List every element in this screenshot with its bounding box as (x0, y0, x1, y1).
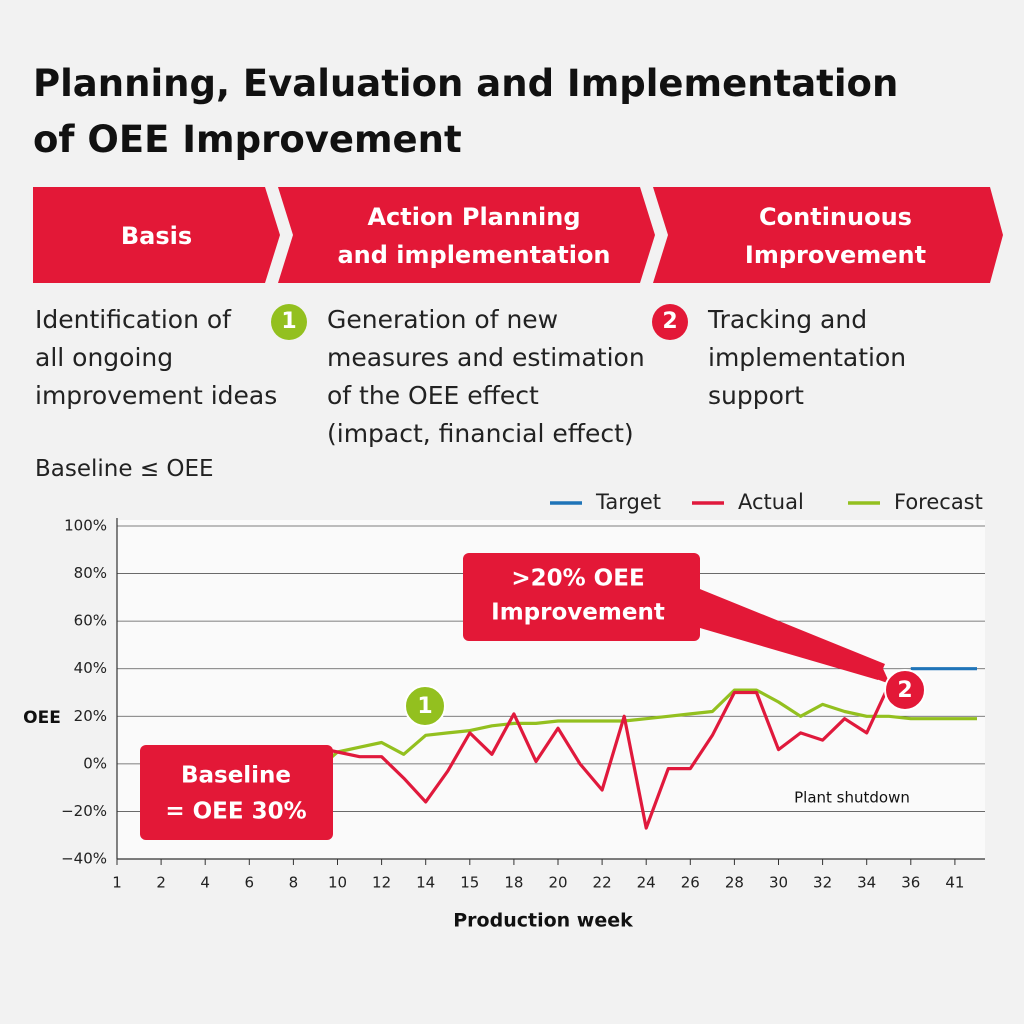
y-tick-label: 0% (83, 754, 107, 772)
x-tick-label: 24 (637, 874, 656, 892)
step-description: support (708, 381, 804, 410)
annotation-arrowhead (868, 662, 890, 684)
step-description: (impact, financial effect) (327, 419, 634, 448)
step-title: Basis (120, 222, 193, 250)
step-description: of the OEE effect (327, 381, 539, 410)
x-tick-label: 28 (725, 874, 744, 892)
x-tick-label: 14 (416, 874, 435, 892)
marker-label: 2 (897, 678, 912, 703)
y-axis-label: OEE (23, 708, 61, 728)
step-description: Tracking and (708, 305, 868, 334)
x-tick-label: 32 (813, 874, 832, 892)
y-tick-label: 40% (74, 659, 107, 677)
x-tick-label: 15 (460, 874, 479, 892)
x-axis-label: Production week (453, 910, 633, 932)
series-line (315, 684, 891, 830)
chevron (278, 187, 655, 283)
marker-badge (404, 685, 446, 727)
annotation-text: Improvement (491, 600, 665, 626)
x-tick-label: 1 (112, 874, 122, 892)
x-tick-label: 36 (901, 874, 920, 892)
x-tick-label: 6 (245, 874, 255, 892)
x-tick-label: 30 (769, 874, 788, 892)
x-tick-label: 34 (857, 874, 876, 892)
y-tick-label: 60% (74, 612, 107, 630)
x-tick-label: 20 (548, 874, 567, 892)
step-badge: 1 (271, 304, 307, 340)
marker-label: 1 (417, 694, 432, 719)
subtitle: Baseline ≤ OEE (35, 456, 214, 482)
annotation-text: >20% OEE (511, 566, 644, 592)
x-tick-label: 4 (200, 874, 210, 892)
x-tick-label: 8 (289, 874, 299, 892)
step-description: all ongoing (35, 343, 174, 372)
marker-badge (884, 669, 926, 711)
annotation-text: Baseline (181, 763, 291, 789)
step-description: measures and estimation (327, 343, 645, 372)
x-tick-label: 26 (681, 874, 700, 892)
series-line (314, 688, 977, 773)
step-description: implementation (708, 343, 907, 372)
step-description: improvement ideas (35, 381, 278, 410)
y-tick-label: −20% (61, 802, 107, 820)
annotation-text: = OEE 30% (165, 799, 306, 825)
step-badge: 2 (652, 304, 688, 340)
annotation-box (140, 745, 333, 840)
chart: −40%−20%0%20%40%60%80%100%1 2 4 6 8 10 12 14 15 1… (23, 490, 985, 932)
y-tick-label: 80% (74, 564, 107, 582)
chevron (653, 187, 1003, 283)
step-description: Identification of (35, 305, 231, 334)
annotation-text: Plant shutdown (794, 789, 910, 807)
chevron (33, 187, 280, 283)
title: Planning, Evaluation and Implementation (33, 62, 899, 105)
x-tick-label: 10 (328, 874, 347, 892)
step-title: and implementation (337, 241, 611, 269)
x-tick-label: 41 (945, 874, 964, 892)
step-title: Continuous (759, 203, 912, 231)
x-tick-label: 2 (156, 874, 166, 892)
x-tick-label: 18 (504, 874, 523, 892)
annotation-box (463, 553, 700, 641)
y-tick-label: 100% (64, 517, 107, 535)
legend-label: Target (595, 490, 661, 514)
x-tick-label: 22 (593, 874, 612, 892)
step-title: Action Planning (367, 203, 581, 231)
legend-label: Actual (738, 490, 804, 514)
title: of OEE Improvement (33, 118, 462, 161)
legend-label: Forecast (894, 490, 983, 514)
x-tick-label: 12 (372, 874, 391, 892)
y-tick-label: 20% (74, 707, 107, 725)
y-tick-label: −40% (61, 850, 107, 868)
annotation-arrow (690, 585, 885, 680)
step-description: Generation of new (327, 305, 559, 334)
step-title: Improvement (744, 241, 927, 269)
